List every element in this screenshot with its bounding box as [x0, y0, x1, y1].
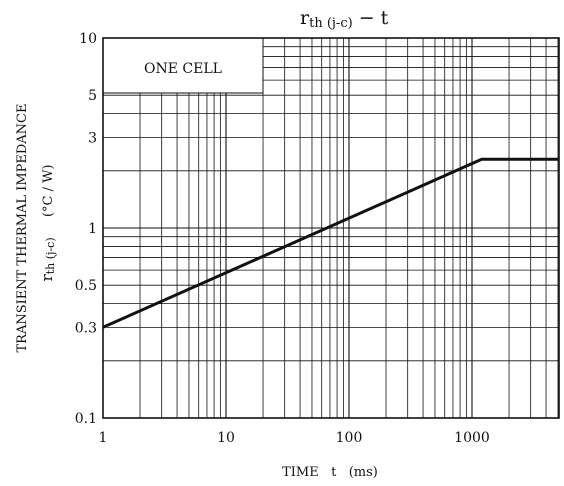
y-tick-label: 10 — [79, 31, 97, 47]
annotation-one-cell: ONE CELL — [144, 61, 222, 77]
title-suffix: − t — [353, 7, 389, 29]
title-subscript: th (j-c) — [309, 16, 353, 31]
y-axis-unit: (°C / W) — [41, 164, 56, 217]
y-tick-labels: 0.1 0.3 0.5 1 3 5 10 — [75, 31, 97, 427]
x-tick-labels: 1 10 100 1000 — [99, 430, 490, 446]
y-tick-label: 3 — [88, 130, 97, 146]
x-axis-label: TIME t (ms) — [282, 465, 378, 480]
x-tick-label: 10 — [217, 430, 235, 446]
y-axis-label-line2: rth (j-c) (°C / W) — [37, 139, 57, 317]
x-tick-label: 1000 — [454, 430, 490, 446]
plot-frame — [102, 37, 560, 419]
y-axis-label-line1: TRANSIENT THERMAL IMPEDANCE — [15, 104, 30, 353]
series-line — [102, 157, 558, 329]
grid-lines — [103, 38, 559, 418]
y-axis-symbol: r — [38, 273, 56, 281]
y-axis-subscript: th (j-c) — [44, 237, 57, 274]
y-tick-label: 0.3 — [75, 320, 97, 336]
x-tick-label: 1 — [99, 430, 108, 446]
x-tick-label: 100 — [336, 430, 363, 446]
y-tick-label: 1 — [88, 221, 97, 237]
series-layer — [102, 157, 558, 329]
y-axis-label-group: TRANSIENT THERMAL IMPEDANCE — [15, 104, 30, 353]
y-axis-spacer — [37, 217, 56, 237]
y-tick-label: 0.5 — [75, 278, 97, 294]
y-axis-label2-group: rth (j-c) (°C / W) — [37, 139, 57, 317]
y-tick-label: 0.1 — [75, 411, 97, 427]
chart-title: rth (j-c) − t — [300, 7, 389, 31]
y-tick-label: 5 — [88, 88, 97, 104]
title-symbol: r — [300, 7, 310, 29]
annotation-box — [102, 37, 264, 94]
